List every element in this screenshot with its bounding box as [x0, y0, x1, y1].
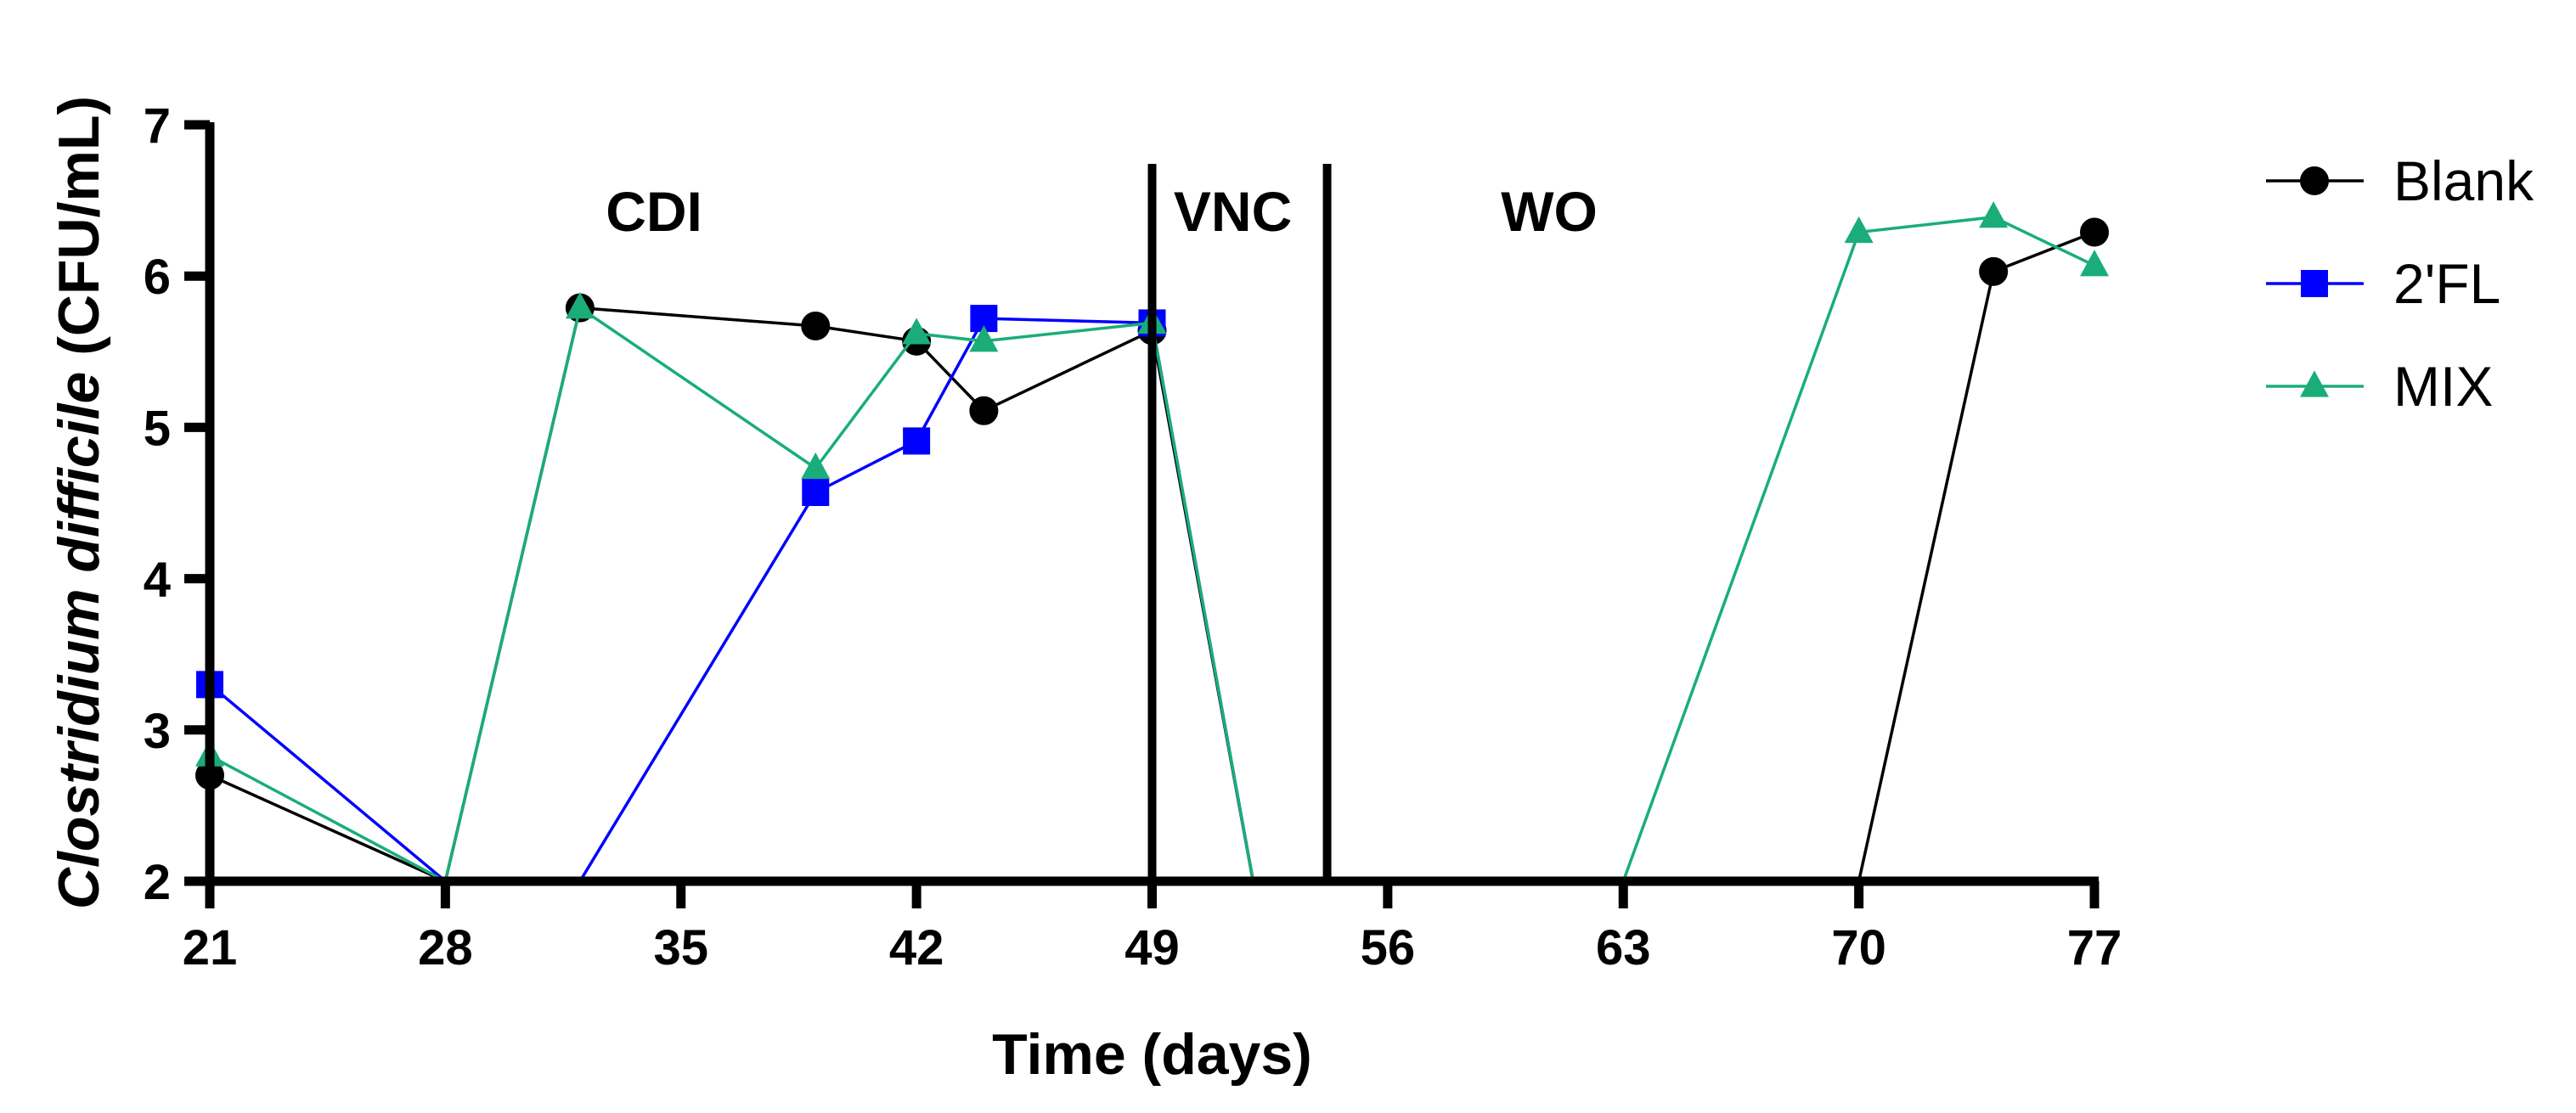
y-tick-label: 7	[144, 98, 171, 154]
data-point-blank	[1979, 256, 2009, 286]
series-line-2fl	[208, 317, 1255, 883]
x-tick-label: 35	[653, 920, 708, 975]
data-point-mix	[565, 292, 595, 319]
data-point-mix	[1979, 201, 2009, 228]
legend-item-mix: MIX	[2266, 355, 2493, 418]
data-point-blank	[2080, 217, 2109, 247]
series-line-mix	[209, 215, 2095, 883]
y-axis-title-unit: (CFU/mL)	[47, 96, 111, 372]
phase-label-cdi: CDI	[606, 180, 702, 243]
y-axis-title-species: Clostridium difficile	[47, 372, 111, 909]
data-point-mix	[1844, 216, 1874, 244]
data-point-blank	[801, 312, 831, 341]
y-axis-title: Clostridium difficile (CFU/mL)	[47, 96, 111, 909]
x-tick-label: 63	[1596, 920, 1651, 975]
legend-label-2fl: 2'FL	[2393, 252, 2500, 315]
phase-label-wo: WO	[1501, 180, 1598, 243]
phase-layer: CDI VNC WO	[606, 164, 1598, 881]
data-point-mix	[801, 452, 831, 480]
y-tick-label: 4	[144, 553, 171, 608]
data-point-2fl	[903, 427, 931, 455]
x-tick-label: 21	[183, 920, 238, 975]
y-tick-label: 3	[144, 704, 171, 759]
y-tick-label: 5	[144, 401, 171, 456]
data-point-blank	[969, 396, 999, 425]
phase-label-vnc: VNC	[1174, 180, 1292, 243]
legend: Blank 2'FL MIX	[2266, 149, 2534, 418]
y-tick-label: 6	[144, 250, 171, 305]
y-tick-label: 2	[144, 855, 171, 910]
x-tick-label: 42	[889, 920, 944, 975]
data-point-mix	[969, 325, 999, 352]
x-axis-title: Time (days)	[992, 1022, 1312, 1087]
legend-marker-blank	[2300, 166, 2329, 195]
legend-item-2fl: 2'FL	[2266, 252, 2500, 315]
legend-item-blank: Blank	[2266, 149, 2534, 212]
legend-label-blank: Blank	[2393, 149, 2534, 212]
data-point-mix	[2080, 250, 2109, 277]
series-layer	[195, 201, 2109, 883]
x-tick-label: 56	[1361, 920, 1416, 975]
legend-label-mix: MIX	[2393, 355, 2493, 418]
legend-marker-mix	[2300, 370, 2329, 397]
x-tick-label: 77	[2067, 920, 2122, 975]
x-tick-label: 70	[1831, 920, 1886, 975]
x-tick-label: 49	[1125, 920, 1180, 975]
legend-marker-2fl	[2301, 270, 2328, 297]
x-tick-label: 28	[418, 920, 473, 975]
data-point-2fl	[802, 479, 830, 507]
data-point-mix	[902, 318, 932, 345]
